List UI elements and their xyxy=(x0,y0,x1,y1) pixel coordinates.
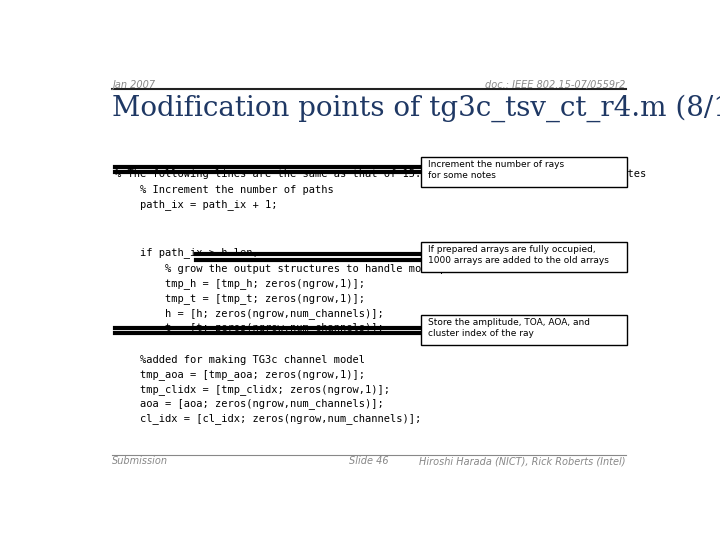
Text: h = [h; zeros(ngrow,num_channels)];: h = [h; zeros(ngrow,num_channels)]; xyxy=(115,308,384,319)
Text: tmp_h = [tmp_h; zeros(ngrow,1)];: tmp_h = [tmp_h; zeros(ngrow,1)]; xyxy=(115,279,365,289)
Text: Store the amplitude, TOA, AOA, and
cluster index of the ray: Store the amplitude, TOA, AOA, and clust… xyxy=(428,318,590,338)
Text: Jan 2007: Jan 2007 xyxy=(112,80,156,90)
Text: path_ix = path_ix + 1;: path_ix = path_ix + 1; xyxy=(115,199,278,211)
Text: %added for making TG3c channel model: %added for making TG3c channel model xyxy=(115,355,365,365)
Text: t = [t; zeros(ngrow,num_channels)];: t = [t; zeros(ngrow,num_channels)]; xyxy=(115,322,384,334)
FancyBboxPatch shape xyxy=(421,315,627,345)
Text: Modification points of tg3c_tsv_ct_r4.m (8/11): Modification points of tg3c_tsv_ct_r4.m … xyxy=(112,94,720,123)
Text: if path_ix > h_len,: if path_ix > h_len, xyxy=(115,247,259,258)
Text: % Increment the number of paths: % Increment the number of paths xyxy=(115,185,334,195)
Text: % grow the output structures to handle more paths as needed: % grow the output structures to handle m… xyxy=(115,264,534,274)
Text: Submission: Submission xyxy=(112,456,168,467)
Text: aoa = [aoa; zeros(ngrow,num_channels)];: aoa = [aoa; zeros(ngrow,num_channels)]; xyxy=(115,398,384,409)
Text: If prepared arrays are fully occupied,
1000 arrays are added to the old arrays: If prepared arrays are fully occupied, 1… xyxy=(428,245,608,265)
Text: Increment the number of rays
for some notes: Increment the number of rays for some no… xyxy=(428,160,564,180)
Text: cl_idx = [cl_idx; zeros(ngrow,num_channels)];: cl_idx = [cl_idx; zeros(ngrow,num_channe… xyxy=(115,413,421,424)
Text: doc.: IEEE 802.15-07/0559r2: doc.: IEEE 802.15-07/0559r2 xyxy=(485,80,626,90)
Text: Hiroshi Harada (NICT), Rick Roberts (Intel): Hiroshi Harada (NICT), Rick Roberts (Int… xyxy=(419,456,626,467)
Text: % The following lines are the same as that of 15.4a MATLAB code except for some : % The following lines are the same as th… xyxy=(115,168,647,179)
Text: tmp_clidx = [tmp_clidx; zeros(ngrow,1)];: tmp_clidx = [tmp_clidx; zeros(ngrow,1)]; xyxy=(115,384,390,395)
Text: Slide 46: Slide 46 xyxy=(349,456,389,467)
FancyBboxPatch shape xyxy=(421,242,627,272)
Text: tmp_t = [tmp_t; zeros(ngrow,1)];: tmp_t = [tmp_t; zeros(ngrow,1)]; xyxy=(115,293,365,304)
FancyBboxPatch shape xyxy=(421,157,627,187)
Text: tmp_aoa = [tmp_aoa; zeros(ngrow,1)];: tmp_aoa = [tmp_aoa; zeros(ngrow,1)]; xyxy=(115,369,365,380)
